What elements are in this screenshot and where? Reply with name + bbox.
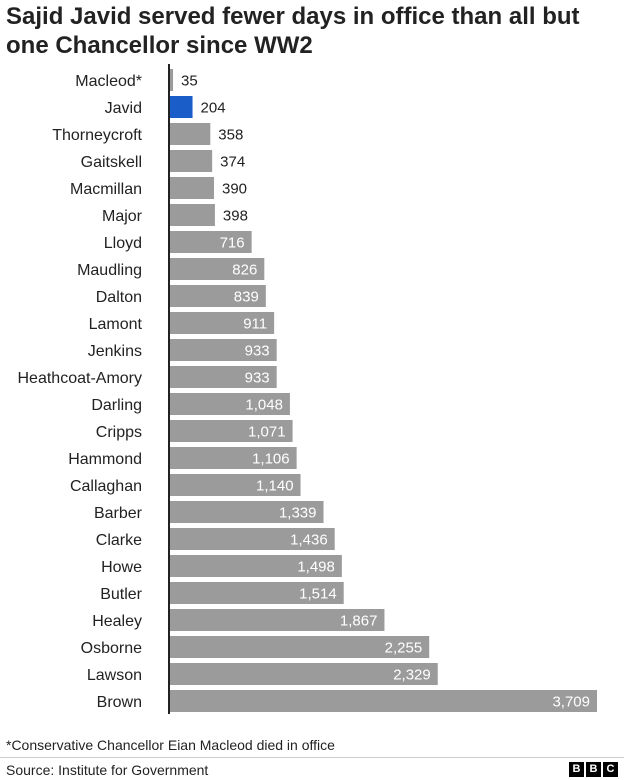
value-label: 716 bbox=[220, 235, 245, 252]
bar bbox=[169, 123, 211, 145]
value-label: 374 bbox=[220, 154, 245, 171]
bar bbox=[169, 285, 266, 307]
bar bbox=[169, 555, 342, 577]
value-label: 2,255 bbox=[385, 640, 423, 657]
source-note: Source: Institute for Government bbox=[6, 762, 209, 778]
category-label: Callaghan bbox=[70, 478, 142, 495]
category-label: Darling bbox=[91, 397, 142, 414]
bar bbox=[169, 582, 344, 604]
value-label: 1,514 bbox=[299, 586, 337, 603]
value-label: 1,436 bbox=[290, 532, 328, 549]
value-label: 1,071 bbox=[248, 424, 286, 441]
value-label: 1,106 bbox=[252, 451, 290, 468]
value-label: 911 bbox=[243, 316, 267, 333]
value-label: 204 bbox=[201, 100, 226, 117]
category-label: Macmillan bbox=[70, 181, 142, 198]
bar bbox=[169, 231, 252, 253]
bar bbox=[169, 609, 385, 631]
bbc-logo-letter: C bbox=[603, 762, 618, 777]
value-label: 1,498 bbox=[297, 559, 335, 576]
bar bbox=[169, 339, 277, 361]
source-divider bbox=[0, 757, 624, 758]
category-label: Major bbox=[102, 208, 143, 225]
category-label: Howe bbox=[101, 559, 142, 576]
value-label: 1,867 bbox=[340, 613, 378, 630]
value-label: 933 bbox=[245, 343, 270, 360]
value-label: 1,048 bbox=[245, 397, 283, 414]
bar bbox=[169, 528, 335, 550]
bar bbox=[169, 474, 301, 496]
chart-title: Sajid Javid served fewer days in office … bbox=[6, 3, 580, 59]
category-label: Jenkins bbox=[88, 343, 142, 360]
category-label: Maudling bbox=[77, 262, 142, 279]
bar bbox=[169, 69, 174, 91]
value-label: 826 bbox=[232, 262, 257, 279]
bar bbox=[169, 150, 213, 172]
category-label: Heathcoat-Amory bbox=[18, 370, 143, 387]
category-label: Javid bbox=[105, 100, 142, 117]
category-label: Dalton bbox=[96, 289, 142, 306]
bar bbox=[169, 204, 215, 226]
bar-chart: Macleod* 35 Javid 204 Thorneycroft 358 Gaitske… bbox=[18, 64, 597, 714]
category-label: Butler bbox=[100, 586, 142, 603]
category-label: Barber bbox=[94, 505, 143, 522]
value-label: 390 bbox=[222, 181, 247, 198]
category-label: Brown bbox=[97, 694, 142, 711]
category-label: Gaitskell bbox=[81, 154, 142, 171]
value-label: 35 bbox=[181, 73, 198, 90]
footnote: *Conservative Chancellor Eian Macleod di… bbox=[6, 737, 335, 753]
category-label: Macleod* bbox=[75, 73, 142, 90]
bar bbox=[169, 258, 265, 280]
category-label: Lawson bbox=[87, 667, 142, 684]
value-label: 2,329 bbox=[393, 667, 431, 684]
highlight-bar bbox=[169, 96, 193, 118]
bar bbox=[169, 177, 215, 199]
value-label: 398 bbox=[223, 208, 248, 225]
category-label: Lloyd bbox=[104, 235, 142, 252]
bar bbox=[169, 636, 430, 658]
value-label: 839 bbox=[234, 289, 259, 306]
category-label: Thorneycroft bbox=[52, 127, 142, 144]
category-label: Hammond bbox=[68, 451, 142, 468]
category-label: Healey bbox=[92, 613, 142, 630]
bbc-logo: B B C bbox=[569, 762, 618, 777]
value-label: 1,140 bbox=[256, 478, 294, 495]
bbc-logo-letter: B bbox=[569, 762, 584, 777]
bar bbox=[169, 393, 290, 415]
bar bbox=[169, 366, 277, 388]
bbc-logo-letter: B bbox=[586, 762, 601, 777]
bar bbox=[169, 690, 597, 712]
bar bbox=[169, 663, 438, 685]
category-label: Lamont bbox=[89, 316, 143, 333]
bar bbox=[169, 501, 324, 523]
category-label: Osborne bbox=[81, 640, 142, 657]
bar bbox=[169, 447, 297, 469]
value-label: 3,709 bbox=[552, 694, 590, 711]
bar bbox=[169, 312, 275, 334]
bar bbox=[169, 420, 293, 442]
category-label: Clarke bbox=[96, 532, 142, 549]
category-label: Cripps bbox=[96, 424, 142, 441]
value-label: 933 bbox=[245, 370, 270, 387]
value-label: 358 bbox=[218, 127, 243, 144]
value-label: 1,339 bbox=[279, 505, 317, 522]
